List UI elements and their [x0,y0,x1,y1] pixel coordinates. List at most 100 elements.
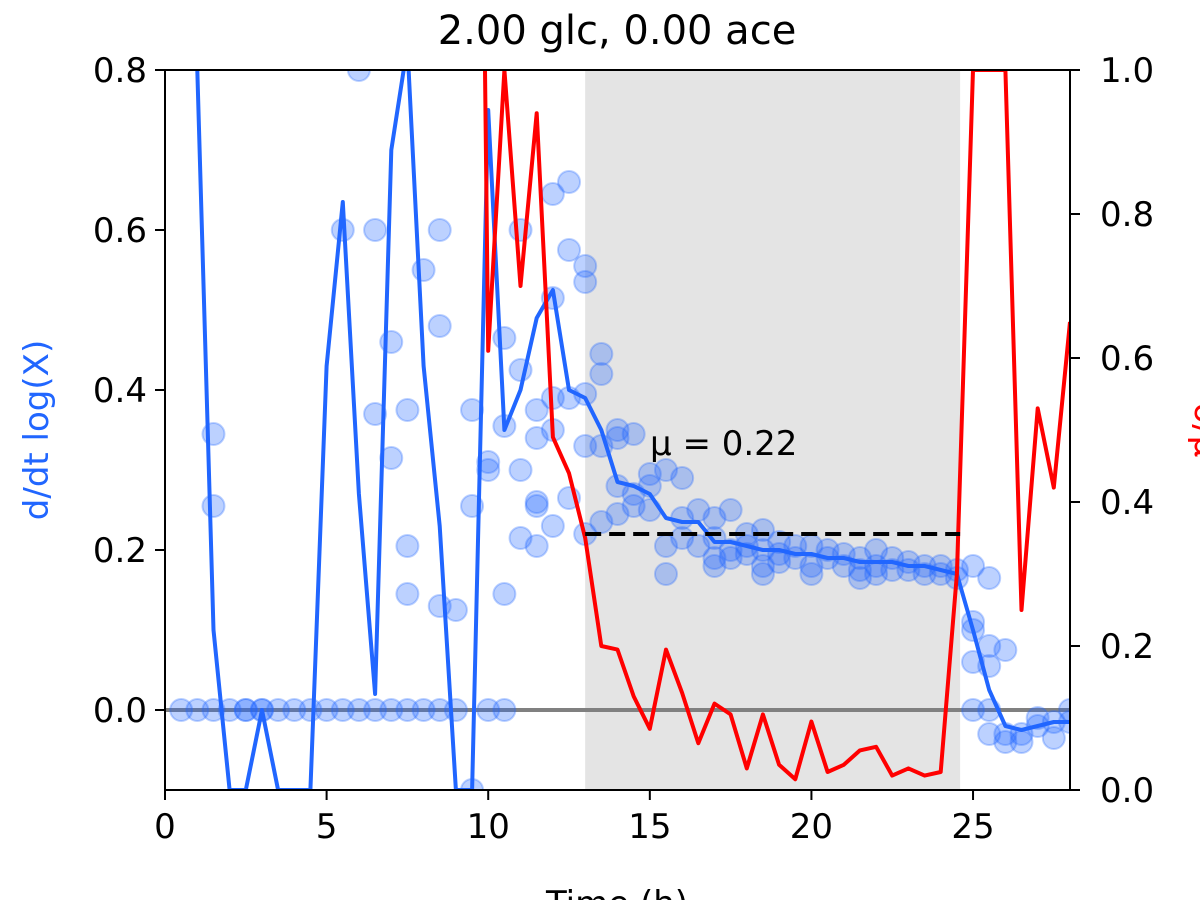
growth-rate-point [718,498,743,522]
growth-rate-point [443,698,468,722]
growth-rate-point [750,562,775,586]
growth-rate-point [573,270,598,294]
y-axis-label-left: d/dt log(X) [17,340,57,520]
cv-line [483,70,1070,782]
growth-rate-point [508,526,533,550]
fit-window-shade [585,70,961,790]
growth-rate-line [195,70,1070,790]
y-axis-label-right: σ/μ [1186,403,1200,458]
growth-rate-point [961,698,986,722]
growth-rate-point [605,426,630,450]
y-right-tick-label: 0.8 [1100,195,1154,235]
growth-rate-point [379,698,404,722]
growth-rate-point [476,698,501,722]
growth-rate-point [557,170,582,194]
growth-rate-point [492,582,517,606]
growth-rate-point [621,422,646,446]
growth-rate-point [653,458,678,482]
growth-rate-point [540,514,565,538]
growth-rate-point [605,418,630,442]
growth-rate-point [686,534,711,558]
growth-rate-point [702,554,727,578]
growth-rate-point [476,450,501,474]
y-right-tick-label: 1.0 [1100,51,1154,91]
growth-rate-point [330,698,355,722]
growth-rate-point [573,254,598,278]
growth-rate-point [233,698,258,722]
growth-rate-point [589,510,614,534]
chart-title: 2.00 glc, 0.00 ace [438,8,797,54]
y-right-tick-label: 0.6 [1100,339,1154,379]
growth-rate-point [427,218,452,242]
growth-rate-point [363,218,388,242]
y-left-tick-label: 0.8 [93,51,147,91]
growth-rate-point [508,458,533,482]
y-right-tick-label: 0.4 [1100,483,1154,523]
growth-rate-point [993,730,1018,754]
growth-rate-point [977,722,1002,746]
growth-rate-point [653,562,678,586]
x-tick-label: 0 [154,807,176,847]
plot-frame [164,69,1071,791]
x-tick-label: 5 [316,807,338,847]
growth-rate-point [961,554,986,578]
growth-rate-point [233,698,258,722]
growth-rate-point [589,342,614,366]
x-tick-label: 15 [628,807,671,847]
growth-rate-point [557,238,582,262]
growth-rate-point [363,402,388,426]
growth-rate-point [217,698,242,722]
growth-rate-point [395,698,420,722]
growth-rate-point [524,494,549,518]
growth-rate-point [621,494,646,518]
y-left-tick-label: 0.6 [93,211,147,251]
growth-rate-point [266,698,291,722]
growth-rate-point [185,698,210,722]
growth-rate-point [169,698,194,722]
y-right-tick-label: 0.0 [1100,771,1154,811]
growth-rate-point [637,462,662,486]
x-tick-label: 20 [790,807,833,847]
y-left-tick-label: 0.2 [93,531,147,571]
growth-rate-point [524,426,549,450]
growth-rate-point [443,598,468,622]
growth-rate-point [847,558,872,582]
growth-rate-point [524,490,549,514]
growth-rate-point [702,546,727,570]
growth-rate-point [670,466,695,490]
y-left-tick-label: 0.4 [93,371,147,411]
growth-rate-point [411,698,436,722]
growth-rate-point [346,698,371,722]
growth-rate-point [1058,698,1070,722]
growth-rate-point [993,638,1018,662]
growth-rate-point [524,534,549,558]
growth-rate-point [201,698,226,722]
x-axis-label: Time (h) [545,884,688,900]
growth-rate-point [524,398,549,422]
y-right-tick-label: 0.2 [1100,627,1154,667]
growth-rate-point [1041,726,1066,750]
growth-rate-point [492,698,517,722]
growth-rate-point [427,314,452,338]
y-left-tick-label: 0.0 [93,691,147,731]
x-tick-label: 10 [467,807,510,847]
growth-rate-point [573,434,598,458]
growth-rate-point [395,534,420,558]
growth-rate-point [346,70,371,82]
growth-rate-point [750,554,775,578]
growth-rate-point [314,698,339,722]
growth-rate-point [492,326,517,350]
growth-rate-point [718,546,743,570]
growth-rate-point [589,362,614,386]
growth-rate-point [363,698,388,722]
growth-rate-point [605,502,630,526]
fit-annotation: μ = 0.22 [650,424,797,464]
growth-rate-point [201,494,226,518]
growth-rate-point [298,698,323,722]
growth-rate-point [767,530,792,554]
growth-rate-point [411,258,436,282]
x-tick-label: 25 [951,807,994,847]
growth-rate-point [476,458,501,482]
growth-rate-point [395,398,420,422]
